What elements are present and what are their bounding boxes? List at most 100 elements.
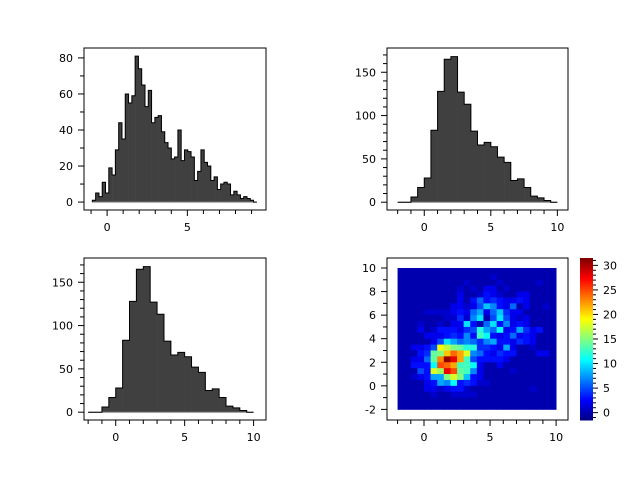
colorbar-segment — [580, 397, 593, 401]
heatmap-cell — [450, 291, 458, 298]
heatmap-cell — [536, 338, 544, 345]
heatmap-cell — [410, 326, 418, 334]
heatmap-cell — [437, 362, 445, 369]
y-tick-label: 50 — [59, 363, 73, 376]
x-tick-label: 0 — [420, 431, 427, 444]
heatmap-cell — [470, 268, 478, 275]
heatmap-cell — [397, 332, 405, 340]
heatmap-cell — [450, 332, 458, 340]
heatmap-cell — [410, 397, 418, 404]
heatmap-cell — [529, 362, 537, 369]
heatmap-cell — [523, 350, 531, 357]
heatmap-cell — [529, 397, 537, 404]
heatmap-cell — [457, 344, 465, 351]
heatmap-cell — [542, 362, 550, 369]
heatmap-cell — [523, 326, 531, 334]
heatmap-cell — [523, 303, 531, 310]
heatmap-cell — [476, 303, 484, 310]
heatmap-cell — [542, 315, 550, 322]
axes-frame — [83, 47, 267, 211]
colorbar-segment — [580, 377, 593, 380]
heatmap-cell — [536, 291, 544, 298]
heatmap-cell — [470, 379, 478, 387]
colorbar-segment — [580, 314, 593, 318]
heatmap-cell — [417, 297, 425, 304]
heatmap-cell — [542, 332, 550, 340]
heatmap-cell — [536, 315, 544, 322]
heatmap-cell — [476, 273, 484, 281]
y-tick-label: 0 — [66, 196, 73, 209]
colorbar-segment — [580, 407, 593, 411]
heatmap-cell — [450, 362, 458, 369]
heatmap-cell — [404, 356, 412, 363]
heatmap-cell — [423, 332, 431, 340]
histogram-bar — [108, 397, 117, 413]
histogram-bar — [497, 157, 505, 203]
heatmap-cell — [430, 332, 438, 340]
heatmap-cell — [423, 368, 431, 375]
heatmap-cell — [470, 397, 478, 404]
histogram-bar — [210, 180, 215, 203]
subplot-1: 0 5 0 20 40 60 80 — [59, 47, 267, 234]
heatmap-cell — [549, 403, 557, 410]
histogram-bar — [220, 184, 225, 203]
heatmap-cell — [549, 303, 557, 310]
heatmap-cell — [516, 379, 524, 387]
heatmap-cell — [542, 273, 550, 281]
heatmap-cell — [529, 391, 537, 399]
heatmap-cell — [496, 297, 504, 304]
heatmap-cell — [536, 309, 544, 316]
colorbar-segment — [580, 336, 593, 340]
heatmap-cell — [509, 326, 517, 334]
heatmap-cell — [430, 285, 438, 292]
heatmap-cell — [423, 338, 431, 345]
heatmap-cell — [470, 338, 478, 345]
heatmap-cell — [404, 279, 412, 287]
heatmap-cell — [457, 326, 465, 334]
heatmap-cell — [410, 374, 418, 381]
heatmap-cell — [496, 332, 504, 340]
heatmap-cell — [457, 291, 465, 298]
heatmap-cell — [496, 279, 504, 287]
heatmap-cell — [476, 321, 484, 328]
histogram-bar — [105, 193, 110, 203]
heatmap-cell — [417, 273, 425, 281]
colorbar-segment — [580, 405, 593, 409]
heatmap-cell — [437, 291, 445, 298]
heatmap-cell — [503, 397, 511, 404]
heatmap-cell — [397, 362, 405, 369]
heatmap-cell — [397, 397, 405, 404]
histogram-bar — [544, 200, 551, 203]
heatmap-cell — [503, 285, 511, 292]
heatmap-cell — [463, 379, 471, 387]
colorbar-segment — [580, 365, 593, 368]
heatmap-cell — [503, 350, 511, 357]
heatmap-cell — [417, 350, 425, 357]
histogram-bar — [510, 180, 518, 203]
heatmap-cell — [430, 326, 438, 334]
heatmap-cell — [516, 385, 524, 393]
heatmap-cell — [457, 303, 465, 310]
colorbar-segment — [580, 393, 593, 397]
histogram-bar — [98, 196, 103, 203]
heatmap-cell — [523, 338, 531, 345]
heatmap-cell — [430, 297, 438, 304]
heatmap-cell — [523, 397, 531, 404]
heatmap-cell — [476, 279, 484, 287]
heatmap-cell — [463, 350, 471, 357]
histogram-bar — [95, 193, 100, 203]
heatmap-cell — [490, 279, 498, 287]
heatmap-cell — [549, 362, 557, 369]
heatmap-cell — [437, 397, 445, 404]
heatmap-cell — [437, 403, 445, 410]
heatmap-cell — [542, 326, 550, 334]
heatmap-cell — [397, 268, 405, 275]
heatmap-cell — [423, 321, 431, 328]
heatmap-cell — [437, 279, 445, 287]
heatmap-cell — [503, 338, 511, 345]
heatmap-cell — [549, 344, 557, 351]
heatmap-cell — [523, 403, 531, 410]
heatmap-cell — [490, 338, 498, 345]
y-tick-label: 100 — [355, 110, 376, 123]
heatmap-cell — [463, 285, 471, 292]
